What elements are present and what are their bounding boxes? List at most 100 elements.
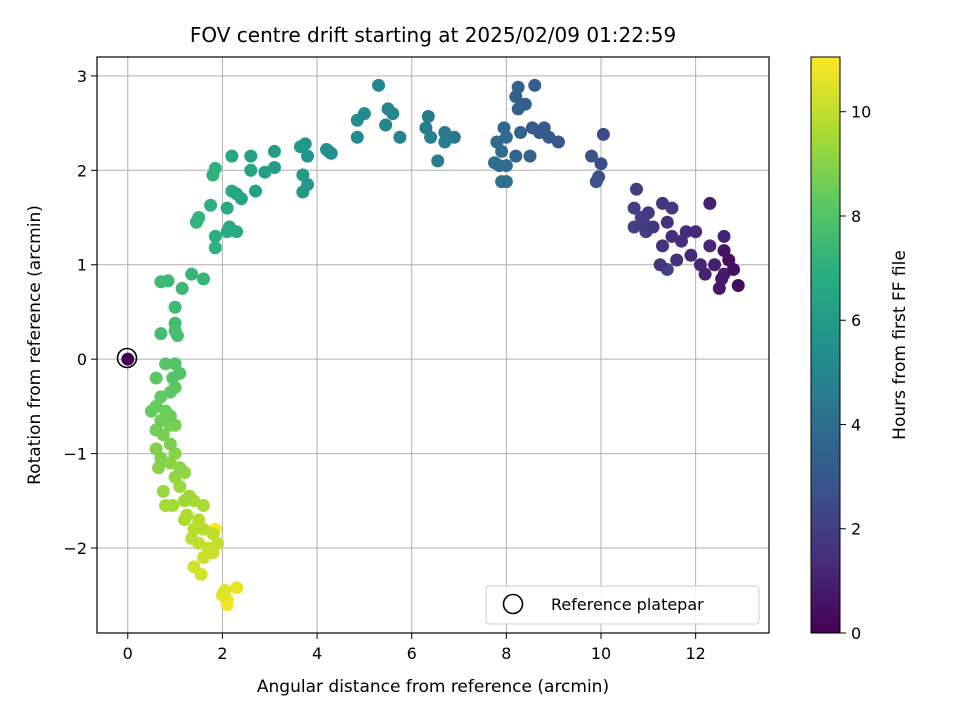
data-point-62 (196, 272, 210, 286)
data-point-79 (244, 163, 258, 177)
data-point-154 (689, 225, 703, 239)
data-point-111 (499, 175, 513, 189)
data-point-37 (163, 437, 177, 451)
data-point-56 (154, 327, 168, 341)
data-point-162 (708, 258, 722, 272)
data-point-61 (161, 274, 175, 288)
x-tick-label-0: 0 (123, 644, 133, 663)
legend-label: Reference platepar (551, 595, 704, 614)
data-point-60 (175, 281, 189, 295)
y-tick-label-1: −1 (63, 445, 87, 464)
y-tick-label-5: 3 (77, 67, 87, 86)
data-point-41 (149, 423, 163, 437)
data-point-93 (320, 143, 334, 157)
legend-open-circle-marker (502, 593, 524, 615)
data-point-49 (149, 371, 163, 385)
data-point-164 (712, 281, 726, 295)
data-point-124 (518, 97, 532, 111)
data-point-19 (178, 513, 192, 527)
data-point-59 (168, 300, 182, 314)
data-point-21 (196, 499, 210, 513)
data-point-159 (698, 267, 712, 281)
data-point-5 (218, 584, 232, 598)
data-point-98 (379, 118, 393, 132)
data-point-104 (431, 154, 445, 168)
data-point-130 (551, 135, 565, 149)
data-point-97 (372, 78, 386, 92)
data-point-31 (173, 461, 187, 475)
data-point-17 (187, 522, 201, 536)
data-point-147 (665, 201, 679, 215)
data-point-83 (267, 144, 281, 158)
data-point-157 (703, 239, 717, 253)
chart-title: FOV centre drift starting at 2025/02/09 … (190, 23, 676, 47)
data-point-117 (497, 121, 511, 135)
data-point-3 (230, 581, 244, 595)
legend: Reference platepar (485, 585, 760, 625)
colorbar-tick-label-5: 10 (851, 103, 871, 122)
data-point-55 (170, 329, 184, 343)
data-point-121 (514, 126, 528, 140)
colorbar-tick-label-2: 4 (851, 415, 861, 434)
data-point-63 (185, 267, 199, 281)
colorbar-tick-label-4: 8 (851, 207, 861, 226)
data-point-119 (509, 149, 523, 163)
data-point-72 (220, 201, 234, 215)
y-tick-label-0: −2 (63, 539, 87, 558)
x-tick-label-4: 8 (501, 644, 511, 663)
data-point-115 (495, 144, 509, 158)
plot-frame (96, 56, 770, 634)
data-point-90 (301, 149, 315, 163)
y-axis-label: Rotation from reference (arcmin) (25, 205, 45, 485)
data-point-69 (204, 198, 218, 212)
reference-data-point (121, 352, 135, 366)
data-point-167 (722, 253, 736, 267)
data-point-74 (223, 220, 237, 234)
data-point-100 (381, 102, 395, 116)
colorbar-tick-label-1: 2 (851, 520, 861, 539)
colorbar-tick-label-0: 0 (851, 624, 861, 643)
data-point-80 (249, 184, 263, 198)
data-point-57 (168, 316, 182, 330)
data-point-129 (537, 121, 551, 135)
data-point-113 (499, 159, 513, 173)
legend-box (485, 585, 760, 625)
data-point-148 (660, 215, 674, 229)
data-point-168 (731, 279, 745, 293)
data-point-87 (296, 185, 310, 199)
reference-platepar-marker (116, 347, 138, 369)
data-point-145 (646, 220, 660, 234)
data-point-81 (244, 149, 258, 163)
y-tick-label-2: 0 (77, 350, 87, 369)
data-point-67 (206, 168, 220, 182)
data-point-125 (528, 78, 542, 92)
data-point-123 (509, 90, 523, 104)
colorbar-tick-label-3: 6 (851, 311, 861, 330)
x-tick-label-2: 4 (312, 644, 322, 663)
data-point-25 (178, 494, 192, 508)
data-point-158 (717, 229, 731, 243)
y-tick-label-3: 1 (77, 256, 87, 275)
data-point-96 (357, 107, 371, 121)
colorbar: 0 2 4 6 8 10 Hours from first FF file (810, 56, 910, 643)
data-point-78 (230, 187, 244, 201)
x-axis-ticks: 0 2 4 6 8 10 12 (123, 633, 706, 663)
data-point-68 (208, 241, 222, 255)
data-point-70 (208, 229, 222, 243)
x-tick-label-6: 12 (685, 644, 705, 663)
data-point-105 (419, 121, 433, 135)
scatter-points (121, 78, 745, 612)
colorbar-gradient (810, 56, 841, 634)
data-point-89 (293, 140, 307, 154)
data-point-132 (585, 149, 599, 163)
data-point-149 (656, 239, 670, 253)
data-point-7 (194, 567, 208, 581)
x-axis-label: Angular distance from reference (arcmin) (257, 677, 609, 697)
data-point-118 (523, 149, 537, 163)
data-point-26 (156, 484, 170, 498)
data-point-50 (159, 357, 173, 371)
colorbar-ticks: 0 2 4 6 8 10 (840, 103, 871, 643)
data-point-133 (592, 170, 606, 184)
data-point-35 (154, 451, 168, 465)
